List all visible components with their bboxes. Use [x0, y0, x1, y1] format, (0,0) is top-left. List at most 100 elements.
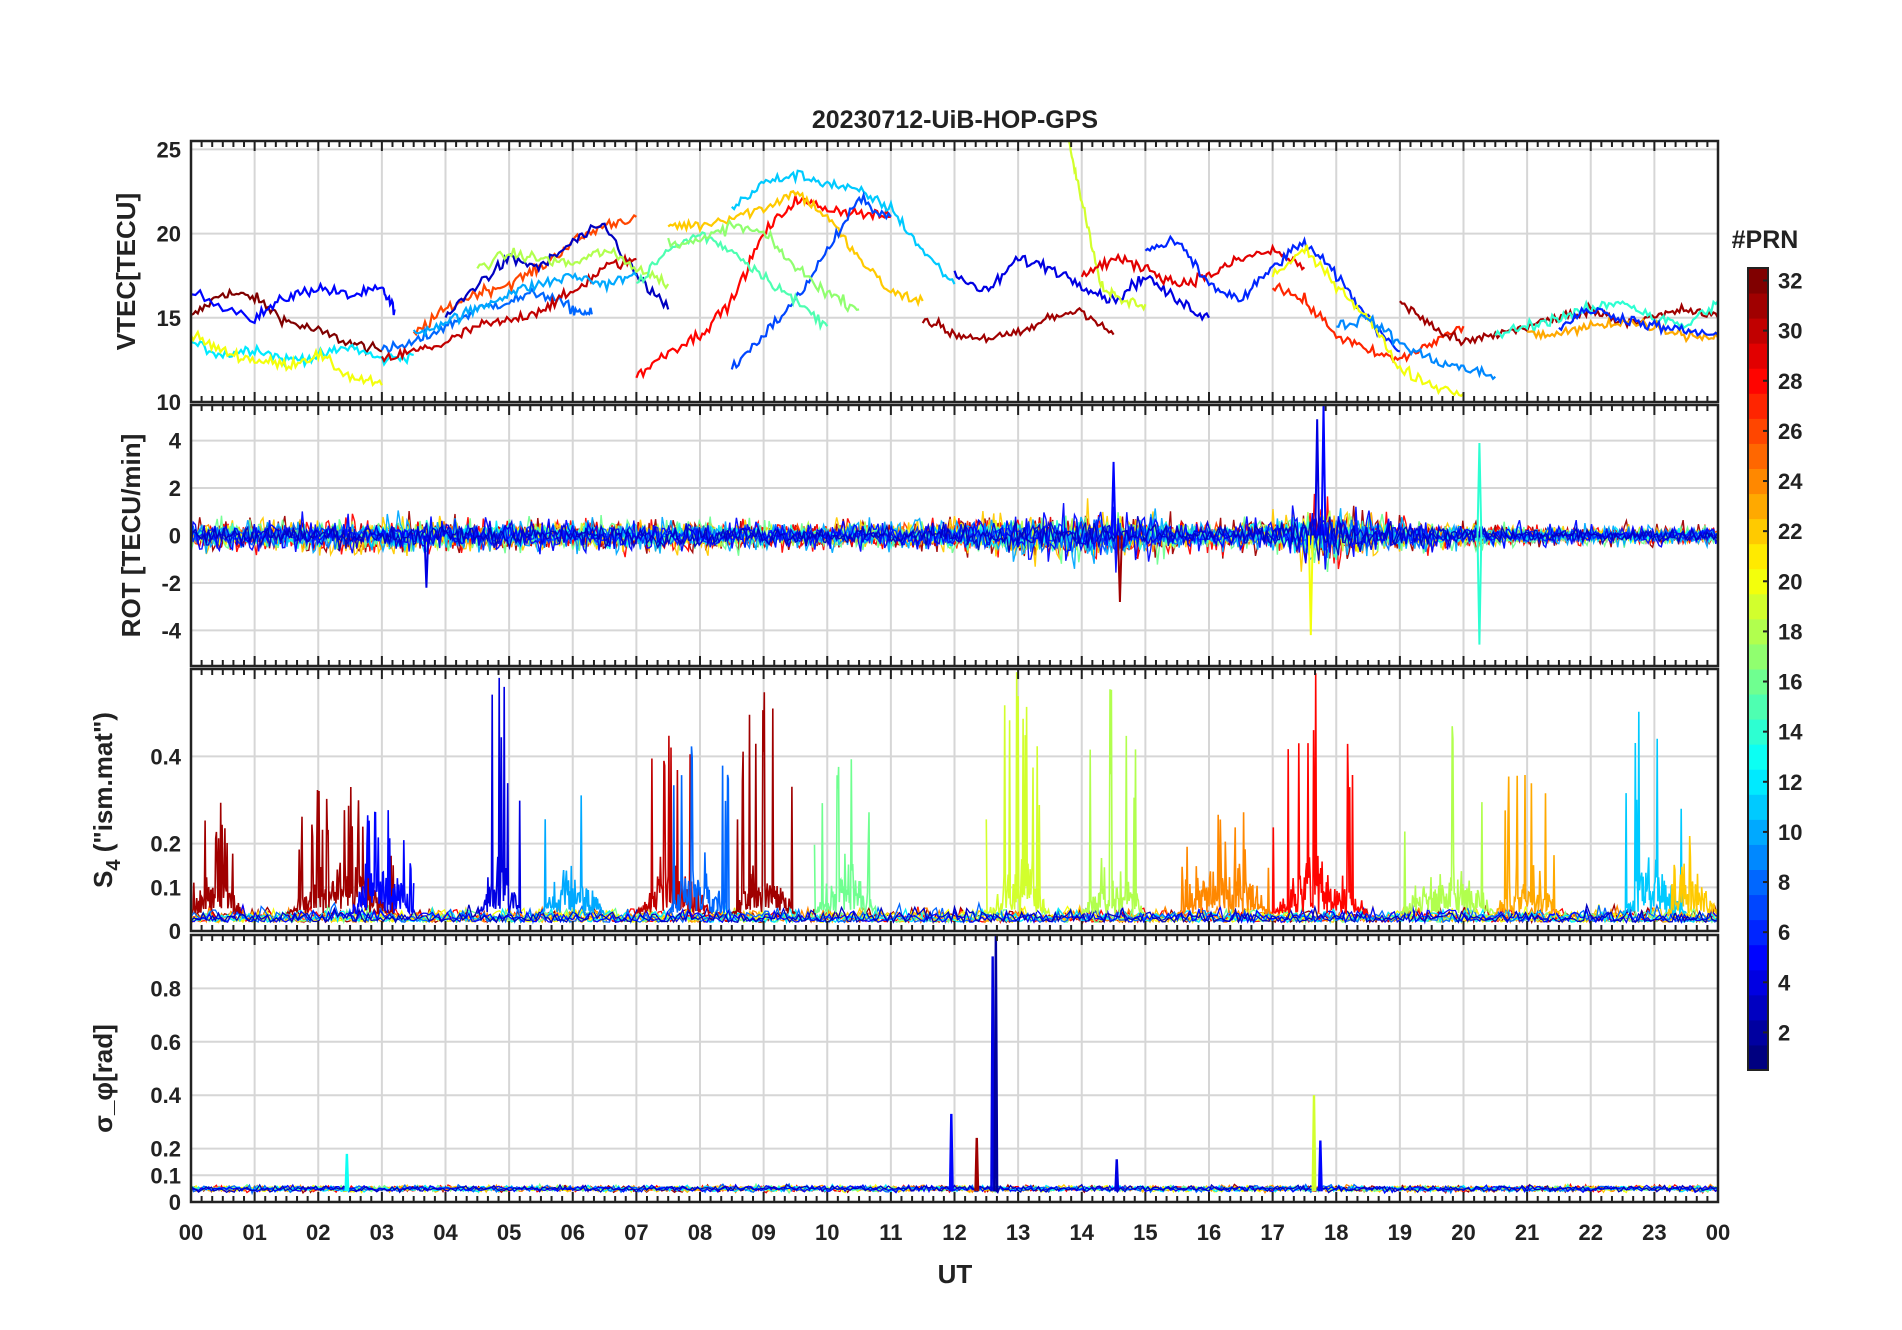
- sigphi-spike: [1311, 1095, 1317, 1192]
- s4-baseline-prn3: [191, 902, 1718, 925]
- vtec-series-prn20: [191, 329, 383, 388]
- s4-burst-prn31: [731, 692, 796, 916]
- colorbar-tick-label: 28: [1778, 369, 1802, 394]
- vtec-series-prn10: [412, 270, 638, 338]
- plot-area-rot: [191, 405, 1718, 645]
- colorbar-segment: [1748, 418, 1768, 444]
- x-tick-label: 05: [497, 1220, 521, 1245]
- colorbar-frame: [1747, 267, 1769, 1071]
- sigphi-spike: [974, 1137, 980, 1192]
- s4-burst-prn19: [985, 672, 1051, 916]
- x-tick-label: 08: [688, 1220, 712, 1245]
- plot-area-vtec: [191, 141, 1718, 398]
- y-tick-label: 0: [169, 524, 181, 549]
- y-tick-label: 0.1: [150, 875, 181, 900]
- colorbar-segment: [1748, 643, 1768, 670]
- colorbar-tick-label: 20: [1778, 569, 1802, 594]
- s4-burst-prn5: [349, 810, 415, 916]
- rot-spike: [1476, 535, 1483, 645]
- vtec-series-prn31: [921, 306, 1115, 345]
- y-tick-label: -4: [161, 618, 181, 643]
- y-tick-label: 15: [157, 306, 181, 331]
- colorbar-segment: [1748, 969, 1768, 996]
- colorbar-tick-label: 32: [1778, 269, 1802, 294]
- plot-area-sigphi: [191, 935, 1718, 1196]
- rot-spike: [1314, 419, 1321, 536]
- y-tick-label: 0.1: [150, 1163, 181, 1188]
- vtec-series-prn7: [730, 190, 892, 370]
- colorbar-tick-label: 24: [1778, 469, 1803, 494]
- s4-burst-prn24: [1177, 812, 1273, 916]
- rot-spike: [1117, 535, 1123, 602]
- x-tick-label: 21: [1515, 1220, 1539, 1245]
- colorbar-segment: [1748, 694, 1768, 720]
- colorbar-segment: [1748, 1019, 1768, 1046]
- vtec-series-prn4: [953, 254, 1210, 322]
- x-tick-label: 17: [1260, 1220, 1284, 1245]
- rot-spike: [1476, 442, 1483, 536]
- colorbar-segment: [1748, 1044, 1768, 1071]
- x-tick-label: 10: [815, 1220, 839, 1245]
- y-axis-label-vtec: VTEC[TECU]: [111, 193, 141, 350]
- colorbar-segment: [1748, 268, 1768, 294]
- colorbar-segment: [1748, 844, 1768, 870]
- s4-burst-prn23: [1494, 774, 1560, 916]
- x-tick-label: 18: [1324, 1220, 1348, 1245]
- x-tick-label: 14: [1070, 1220, 1095, 1245]
- colorbar-segment: [1748, 794, 1768, 820]
- panel-sigphi: 00.10.2 0.4 0.6 0.8 σ_φ[rad]: [88, 933, 1720, 1215]
- x-tick-label: 12: [942, 1220, 966, 1245]
- rot-spike: [1307, 535, 1314, 636]
- s4-baseline-prn5: [191, 902, 1718, 925]
- panels: 10 15 20 25 VTEC[TECU] -4 -2 0 2 4 ROT [TECU/min] 0…: [88, 137, 1720, 1215]
- y-tick-label: 20: [157, 222, 181, 247]
- colorbar-segment: [1748, 894, 1768, 921]
- x-tick-label: 15: [1133, 1220, 1157, 1245]
- sigphi-spike: [990, 956, 996, 1192]
- colorbar-tick-label: 2: [1778, 1020, 1790, 1045]
- s4-burst-prn18: [1081, 689, 1146, 917]
- panel-rot: -4 -2 0 2 4 ROT [TECU/min]: [116, 403, 1720, 668]
- rot-series-prn5: [191, 503, 1718, 573]
- colorbar-tick-label: 6: [1778, 920, 1790, 945]
- vtec-series-prn23: [1527, 315, 1718, 344]
- s4-burst-prn31: [285, 786, 395, 916]
- colorbar-tick-label: 30: [1778, 319, 1802, 344]
- x-tick-label: 20: [1451, 1220, 1475, 1245]
- colorbar-segment: [1748, 769, 1768, 795]
- colorbar-segment: [1748, 994, 1768, 1021]
- y-tick-label: -2: [161, 571, 181, 596]
- x-tick-label: 23: [1642, 1220, 1666, 1245]
- x-axis-label: UT: [938, 1259, 973, 1289]
- s4-baseline-prn20: [191, 904, 1718, 925]
- vtec-series-prn27: [1271, 282, 1465, 364]
- y-tick-label: 25: [157, 137, 181, 162]
- sigphi-spike: [948, 1113, 954, 1192]
- s4-burst-prn28: [1271, 673, 1369, 917]
- s4-burst-prn31: [191, 802, 243, 915]
- vtec-series-prn5: [191, 281, 396, 325]
- x-tick-label: 04: [433, 1220, 458, 1245]
- vtec-series-prn22: [667, 190, 924, 308]
- sigphi-spike: [344, 1153, 350, 1192]
- y-tick-label: 0: [169, 919, 181, 944]
- colorbar-segment: [1748, 443, 1768, 469]
- x-tick-label: 13: [1006, 1220, 1030, 1245]
- vtec-series-prn9: [1336, 313, 1497, 381]
- x-tick-label: 06: [561, 1220, 585, 1245]
- rot-spike: [423, 535, 430, 588]
- x-tick-label: 02: [306, 1220, 330, 1245]
- colorbar-segment: [1748, 293, 1768, 319]
- vtec-series-prn14: [1494, 299, 1718, 340]
- colorbar-tick-label: 22: [1778, 519, 1802, 544]
- x-tick-label: 22: [1579, 1220, 1603, 1245]
- rot-series-prn4: [191, 512, 1718, 551]
- vtec-series-prn8: [380, 287, 593, 354]
- colorbar-segment: [1748, 393, 1768, 419]
- y-axis-label-sigphi: σ_φ[rad]: [88, 1024, 118, 1133]
- rot-spike: [1320, 405, 1327, 536]
- colorbar-segment: [1748, 618, 1768, 645]
- colorbar-segment: [1748, 593, 1768, 620]
- colorbar-segment: [1748, 518, 1768, 545]
- sigphi-series-prn3: [191, 1183, 1718, 1194]
